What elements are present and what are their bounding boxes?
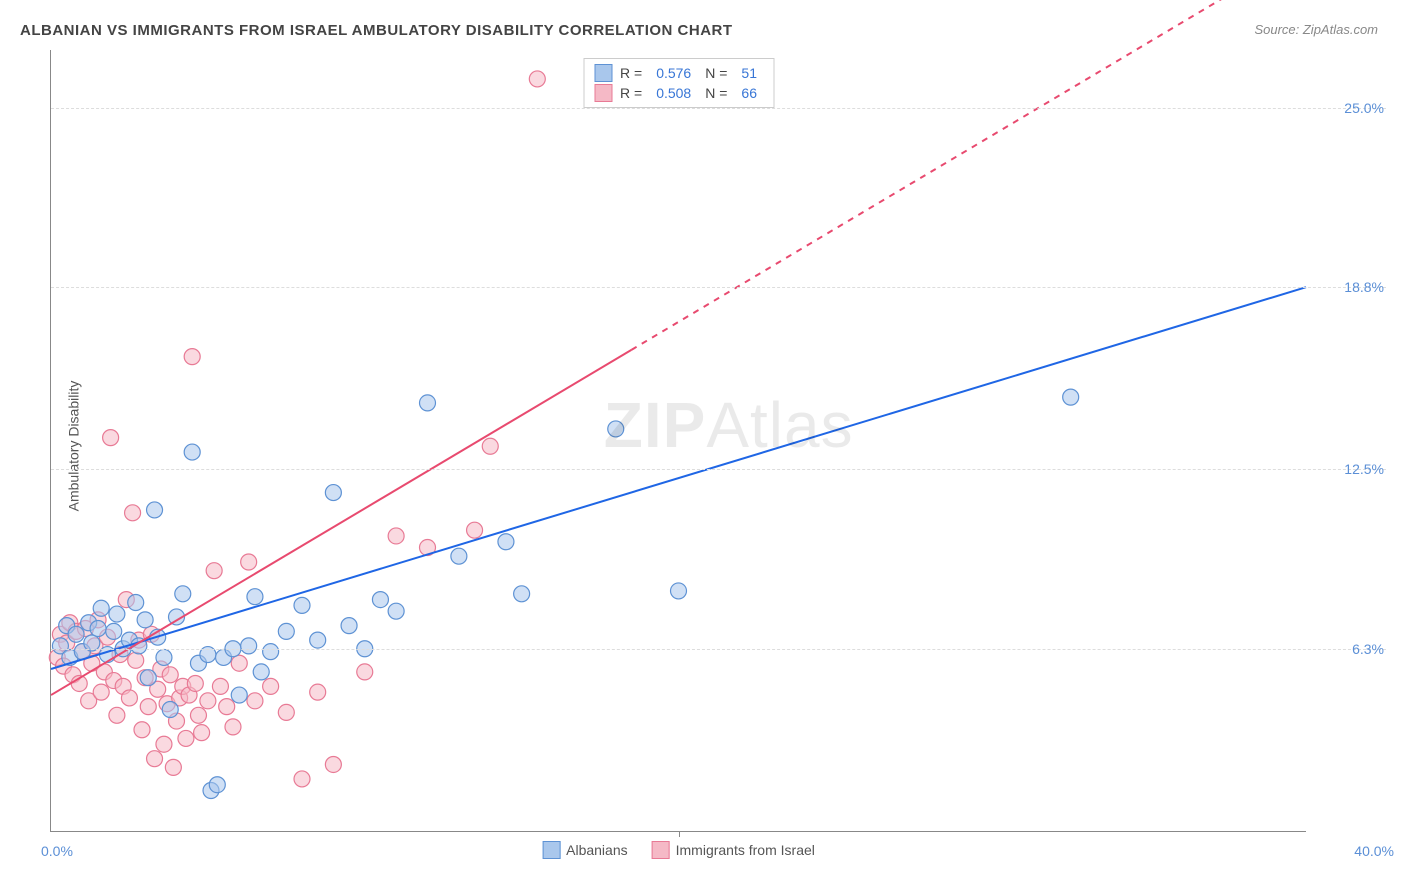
legend-r-value-1: 0.576 [656,65,691,81]
legend-series: Albanians Immigrants from Israel [542,841,815,859]
legend-n-value-1: 51 [741,65,757,81]
source-attribution: Source: ZipAtlas.com [1254,22,1378,37]
x-tick-min: 0.0% [41,843,73,859]
y-tick-label: 12.5% [1344,461,1384,477]
legend-n-value-2: 66 [741,85,757,101]
legend-item-2: Immigrants from Israel [652,841,815,859]
y-tick-label: 25.0% [1344,100,1384,116]
legend-r-value-2: 0.508 [656,85,691,101]
y-tick-label: 6.3% [1352,641,1384,657]
swatch-series-1 [594,64,612,82]
plot-area: R = 0.576 N = 51 R = 0.508 N = 66 ZIPAtl… [50,50,1306,832]
legend-r-label: R = [620,85,642,101]
legend-n-label: N = [705,85,727,101]
legend-series-1-label: Albanians [566,842,628,858]
chart-title: ALBANIAN VS IMMIGRANTS FROM ISRAEL AMBUL… [20,22,733,39]
swatch-series-1-b [542,841,560,859]
swatch-series-2-b [652,841,670,859]
legend-row-series-2: R = 0.508 N = 66 [594,83,763,103]
legend-series-2-label: Immigrants from Israel [676,842,815,858]
y-tick-label: 18.8% [1344,279,1384,295]
plot-svg [51,50,1306,831]
correlation-chart: ALBANIAN VS IMMIGRANTS FROM ISRAEL AMBUL… [0,0,1406,892]
legend-item-1: Albanians [542,841,628,859]
swatch-series-2 [594,84,612,102]
legend-row-series-1: R = 0.576 N = 51 [594,63,763,83]
legend-r-label: R = [620,65,642,81]
legend-stats: R = 0.576 N = 51 R = 0.508 N = 66 [583,58,774,108]
x-tick-max: 40.0% [1354,843,1394,859]
legend-n-label: N = [705,65,727,81]
